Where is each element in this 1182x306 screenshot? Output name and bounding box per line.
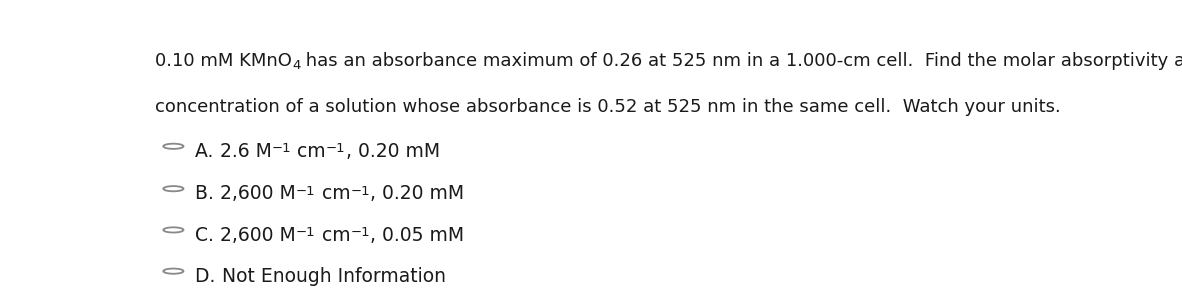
Text: −1: −1	[326, 142, 345, 155]
Text: −1: −1	[296, 226, 316, 239]
Text: C.: C.	[195, 226, 220, 244]
Text: −1: −1	[350, 185, 370, 198]
Text: 0.10 mM KMnO: 0.10 mM KMnO	[155, 52, 292, 70]
Text: 2.6 M: 2.6 M	[220, 142, 272, 161]
Text: D.: D.	[195, 267, 222, 286]
Text: −1: −1	[296, 185, 316, 198]
Text: , 0.20 mM: , 0.20 mM	[345, 142, 440, 161]
Text: B.: B.	[195, 184, 220, 203]
Text: Not Enough Information: Not Enough Information	[222, 267, 446, 286]
Text: has an absorbance maximum of 0.26 at 525 nm in a 1.000-cm cell.  Find the molar : has an absorbance maximum of 0.26 at 525…	[300, 52, 1182, 70]
Text: cm: cm	[316, 184, 350, 203]
Text: −1: −1	[350, 226, 370, 239]
Text: A.: A.	[195, 142, 220, 161]
Text: 2,600 M: 2,600 M	[220, 184, 296, 203]
Text: 4: 4	[292, 59, 300, 72]
Text: , 0.20 mM: , 0.20 mM	[370, 184, 465, 203]
Text: −1: −1	[272, 142, 291, 155]
Text: cm: cm	[291, 142, 326, 161]
Text: cm: cm	[316, 226, 350, 244]
Text: , 0.05 mM: , 0.05 mM	[370, 226, 465, 244]
Text: 2,600 M: 2,600 M	[220, 226, 296, 244]
Text: concentration of a solution whose absorbance is 0.52 at 525 nm in the same cell.: concentration of a solution whose absorb…	[155, 98, 1060, 116]
